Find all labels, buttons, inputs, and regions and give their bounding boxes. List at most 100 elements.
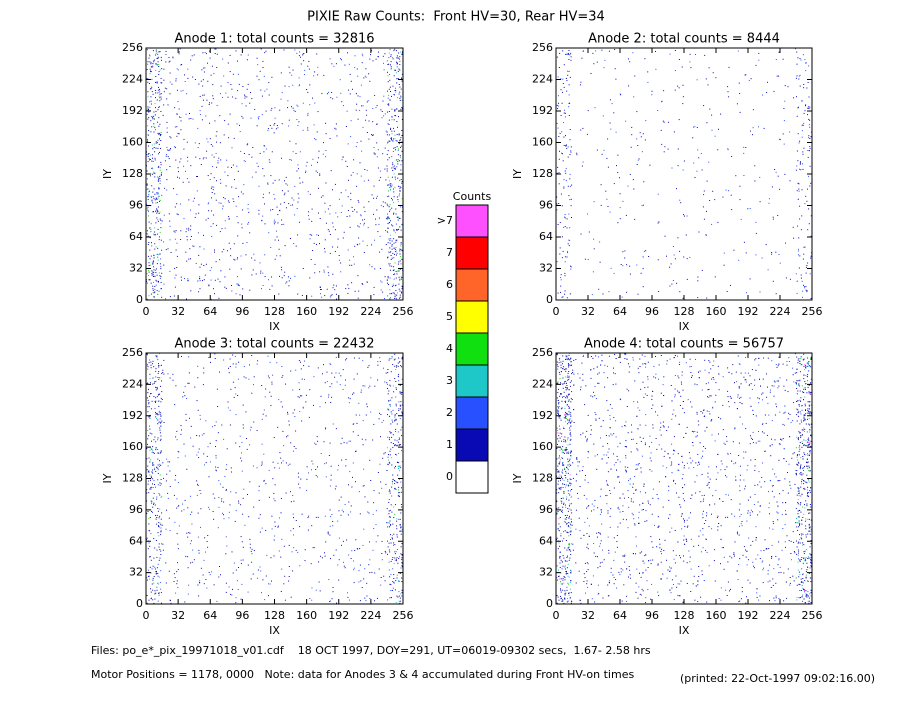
speckle <box>238 502 240 504</box>
speckle <box>378 568 380 570</box>
speckle <box>235 366 237 368</box>
speckle <box>567 252 569 254</box>
y-tick-label: 224 <box>122 377 143 390</box>
speckle <box>279 255 281 257</box>
speckle <box>598 592 600 594</box>
speckle <box>364 75 366 77</box>
speckle <box>284 192 286 194</box>
speckle <box>401 130 403 131</box>
speckle <box>152 273 154 275</box>
speckle <box>397 199 399 201</box>
speckle <box>148 134 149 136</box>
speckle <box>249 444 251 446</box>
speckle <box>353 159 355 161</box>
speckle <box>808 223 810 225</box>
speckle <box>653 376 655 378</box>
speckle <box>207 175 209 177</box>
speckle <box>150 70 152 72</box>
speckle <box>714 580 716 582</box>
speckle <box>158 522 160 523</box>
speckle <box>157 582 159 584</box>
speckle <box>157 472 159 474</box>
speckle <box>754 484 756 486</box>
speckle <box>157 179 159 181</box>
speckle <box>146 170 148 172</box>
speckle <box>803 112 805 114</box>
speckle <box>381 111 383 112</box>
speckle <box>335 123 337 125</box>
speckle <box>203 157 205 159</box>
speckle <box>165 61 167 63</box>
speckle <box>393 581 395 583</box>
speckle <box>229 424 231 426</box>
speckle <box>151 471 153 473</box>
speckle <box>147 411 149 413</box>
speckle <box>297 396 299 398</box>
y-tick-label: 32 <box>129 566 143 579</box>
speckle <box>249 543 251 545</box>
speckle <box>154 381 156 383</box>
speckle <box>147 118 149 120</box>
speckle <box>335 212 337 214</box>
speckle <box>290 442 292 444</box>
speckle <box>283 445 285 447</box>
speckle <box>208 506 210 508</box>
speckle <box>196 435 198 436</box>
speckle <box>804 381 806 382</box>
speckle <box>389 520 391 522</box>
speckle <box>355 92 357 94</box>
speckle <box>384 298 385 300</box>
speckle <box>607 443 609 445</box>
speckle <box>793 402 795 404</box>
speckle <box>194 142 196 144</box>
speckle <box>250 578 252 580</box>
speckle <box>570 570 572 572</box>
x-tick-label: 0 <box>553 305 560 318</box>
speckle <box>391 464 393 466</box>
speckle <box>256 75 258 77</box>
speckle <box>146 577 148 579</box>
speckle <box>714 276 716 278</box>
speckle <box>264 145 266 147</box>
speckle <box>796 280 798 282</box>
speckle <box>565 168 567 170</box>
speckle <box>804 414 806 416</box>
speckle <box>160 140 162 141</box>
speckle <box>290 370 292 372</box>
speckle <box>268 595 269 597</box>
speckle <box>151 160 153 162</box>
speckle <box>190 236 192 237</box>
speckle <box>250 92 251 93</box>
speckle <box>274 117 276 119</box>
speckle <box>155 147 157 149</box>
speckle <box>622 505 624 507</box>
speckle <box>147 161 149 163</box>
speckle <box>357 118 359 120</box>
speckle <box>696 79 698 81</box>
speckle <box>604 364 606 366</box>
speckle <box>158 493 160 494</box>
speckle <box>205 462 207 464</box>
speckle <box>325 428 326 430</box>
speckle <box>613 577 615 578</box>
speckle <box>283 201 285 203</box>
speckle <box>365 600 367 602</box>
speckle <box>391 133 393 135</box>
speckle <box>258 79 260 81</box>
speckle <box>204 51 206 53</box>
speckle <box>152 472 154 474</box>
speckle <box>149 264 151 266</box>
speckle <box>747 512 749 514</box>
speckle <box>799 399 801 401</box>
speckle <box>634 523 636 525</box>
speckle <box>401 581 403 583</box>
speckle <box>177 506 179 508</box>
speckle <box>251 156 253 158</box>
speckle <box>390 137 392 139</box>
speckle <box>165 155 167 157</box>
speckle <box>809 148 811 149</box>
speckle <box>177 69 179 71</box>
speckle <box>706 601 708 603</box>
speckle <box>381 559 383 561</box>
speckle <box>599 565 601 567</box>
